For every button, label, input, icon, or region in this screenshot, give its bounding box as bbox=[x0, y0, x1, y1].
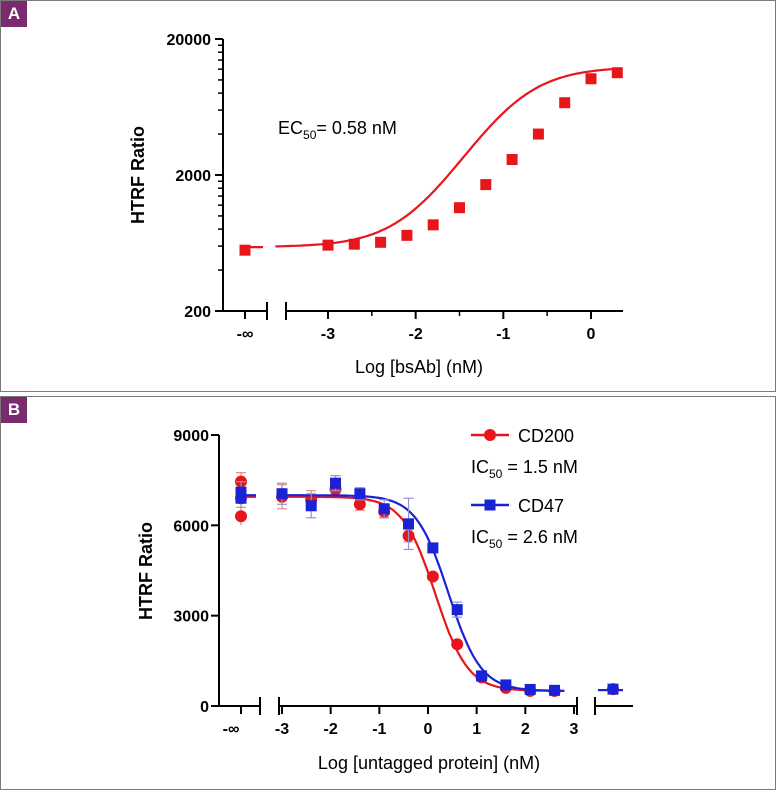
y-tick-label: 9000 bbox=[173, 428, 209, 445]
data-point-neg-inf-cd47 bbox=[235, 486, 247, 498]
panel-a-badge: A bbox=[1, 1, 27, 27]
data-point-cd47 bbox=[451, 604, 463, 616]
data-point-cd47 bbox=[354, 488, 366, 500]
panel-b-badge: B bbox=[1, 397, 27, 423]
chart-b: 0 3000 6000 9000 HTRF Ratio -∞ -3 -2 -1 0 1 2 3 Log [… bbox=[136, 426, 633, 773]
fit-curve-cd47 bbox=[282, 494, 565, 692]
y-axis-label: HTRF Ratio bbox=[136, 522, 156, 620]
fit-curve-cd200 bbox=[282, 495, 565, 692]
data-point-cd47 bbox=[305, 500, 317, 512]
data-point bbox=[348, 238, 360, 250]
data-point bbox=[401, 229, 413, 241]
panel-a: A 200 2000 20000 HTRF Ratio -∞ -3 -2 -1 0 Log [bs… bbox=[0, 0, 776, 392]
legend-label-cd200: CD200 bbox=[518, 426, 574, 446]
data-point-neg-inf bbox=[239, 244, 251, 256]
x-tick-label-neg-inf: -∞ bbox=[223, 721, 240, 738]
chart-a: 200 2000 20000 HTRF Ratio -∞ -3 -2 -1 0 Log [bsAb… bbox=[128, 32, 623, 377]
legend-marker-cd200 bbox=[484, 429, 496, 441]
data-point-cd47 bbox=[276, 488, 288, 500]
y-tick-label: 0 bbox=[200, 699, 209, 716]
y-tick-label: 200 bbox=[184, 304, 211, 321]
data-point-cd47 bbox=[524, 683, 536, 695]
legend-label-cd47: CD47 bbox=[518, 496, 564, 516]
data-point bbox=[585, 73, 597, 85]
legend-marker-cd47 bbox=[484, 499, 496, 511]
data-point-cd47 bbox=[403, 518, 415, 530]
data-point-cd47 bbox=[476, 670, 488, 682]
panel-b: B 0 3000 6000 9000 HTRF Ratio -∞ -3 -2 -1 0 1 2 3 Log… bbox=[0, 396, 776, 790]
data-point bbox=[375, 236, 387, 248]
data-point bbox=[559, 97, 571, 109]
x-axis-label: Log [untagged protein] (nM) bbox=[318, 753, 540, 773]
x-tick-label: 3 bbox=[570, 721, 579, 738]
data-point bbox=[427, 219, 439, 231]
x-tick-label: 0 bbox=[424, 721, 433, 738]
y-axis-label: HTRF Ratio bbox=[128, 126, 148, 224]
x-tick-label: -3 bbox=[275, 721, 289, 738]
y-tick-label: 20000 bbox=[167, 32, 212, 49]
x-tick-label: 1 bbox=[472, 721, 481, 738]
y-tick-label: 3000 bbox=[173, 609, 209, 626]
data-point-right-cd47 bbox=[607, 683, 619, 695]
data-point bbox=[611, 67, 623, 79]
ic50-annotation-cd200: IC50 = 1.5 nM bbox=[471, 457, 578, 481]
x-axis-label: Log [bsAb] (nM) bbox=[355, 357, 483, 377]
x-tick-label: -2 bbox=[409, 326, 423, 343]
data-point bbox=[322, 239, 334, 251]
y-tick-label: 2000 bbox=[175, 168, 211, 185]
data-point bbox=[532, 128, 544, 140]
data-point-cd47 bbox=[378, 503, 390, 515]
data-point-cd47 bbox=[330, 477, 342, 489]
data-point bbox=[506, 154, 518, 166]
data-point-neg-inf-cd47 bbox=[235, 492, 247, 504]
x-tick-label: 2 bbox=[521, 721, 530, 738]
ic50-annotation-cd47: IC50 = 2.6 nM bbox=[471, 527, 578, 551]
data-point-cd200 bbox=[353, 498, 366, 511]
data-point-cd200 bbox=[451, 638, 464, 651]
x-tick-label: -3 bbox=[321, 326, 335, 343]
data-point-cd47 bbox=[549, 684, 561, 696]
data-point-cd47 bbox=[500, 679, 512, 691]
y-tick-label: 6000 bbox=[173, 518, 209, 535]
data-point-neg-inf-cd200 bbox=[235, 510, 247, 523]
data-point bbox=[480, 179, 492, 191]
data-point bbox=[454, 202, 465, 214]
fit-curve bbox=[275, 67, 618, 248]
data-point-cd200 bbox=[426, 570, 439, 583]
x-tick-label: -1 bbox=[372, 721, 386, 738]
x-tick-label: -1 bbox=[496, 326, 510, 343]
x-tick-label-neg-inf: -∞ bbox=[237, 326, 254, 343]
x-tick-label: -2 bbox=[324, 721, 338, 738]
ec50-annotation: EC50= 0.58 nM bbox=[278, 118, 397, 142]
x-tick-label: 0 bbox=[587, 326, 596, 343]
data-point-cd47 bbox=[427, 542, 439, 554]
